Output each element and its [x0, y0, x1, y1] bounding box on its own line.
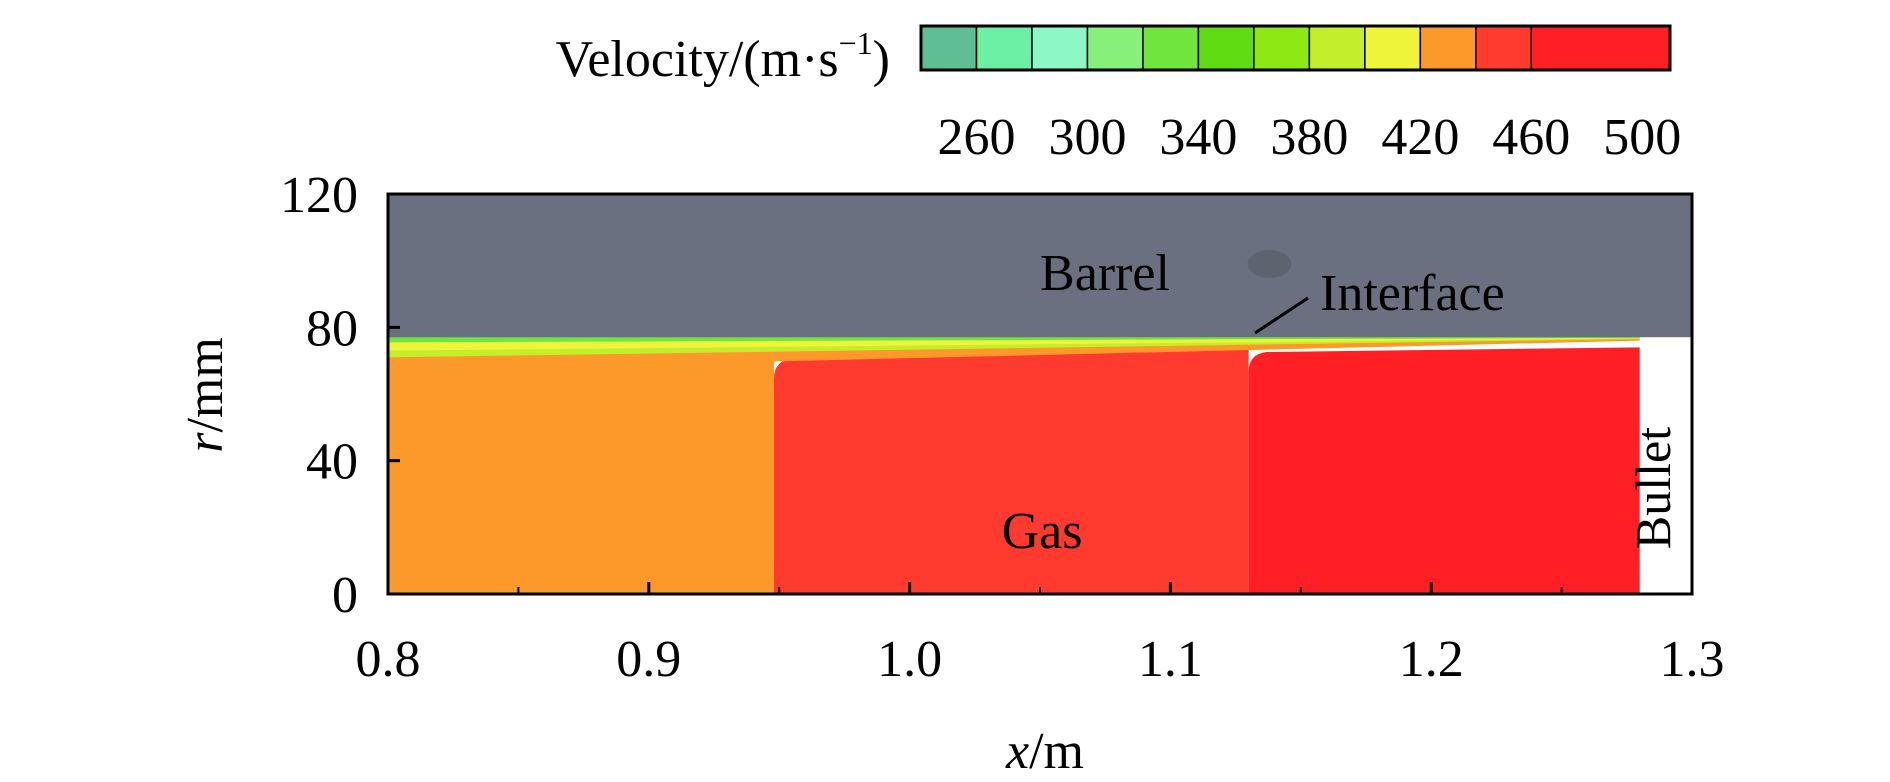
velocity-zone — [388, 337, 774, 594]
barrel-label: Barrel — [1040, 245, 1170, 302]
colorbar-bin — [1253, 25, 1311, 71]
x-tick-label: 0.8 — [356, 631, 421, 688]
velocity-zone — [1248, 347, 1640, 594]
y-tick-label: 80 — [306, 300, 358, 357]
colorbar-tick-label: 300 — [1048, 109, 1126, 166]
y-tick-label: 120 — [280, 167, 358, 224]
colorbar-title: Velocity/(m·s−1) — [556, 25, 890, 88]
colorbar-bin — [1475, 25, 1533, 71]
x-tick-label: 0.9 — [616, 631, 681, 688]
y-tick-label: 40 — [306, 434, 358, 491]
colorbar-tick-label: 420 — [1381, 109, 1459, 166]
x-axis-title: x/m — [1005, 723, 1084, 780]
y-axis-title: r/mm — [177, 337, 234, 453]
interface-marker — [1247, 250, 1292, 278]
x-tick-label: 1.2 — [1399, 631, 1464, 688]
bullet-label: Bullet — [1625, 427, 1681, 549]
gas-label: Gas — [1002, 503, 1083, 560]
y-axis: 0 40 80 120 — [280, 167, 400, 624]
colorbar-bin — [1086, 25, 1144, 71]
plot-area — [386, 192, 1694, 596]
colorbar-bin — [1197, 25, 1255, 71]
colorbar-bin — [975, 25, 1033, 71]
x-axis: 0.8 0.9 1.0 1.1 1.2 1.3 — [356, 582, 1725, 688]
colorbar-tick-label: 260 — [937, 109, 1015, 166]
colorbar-bin — [1419, 25, 1477, 71]
colorbar-bin — [920, 25, 978, 71]
colorbar-tick-label: 500 — [1603, 109, 1681, 166]
interface-leader-line — [1254, 296, 1309, 335]
colorbar-bin — [1142, 25, 1200, 71]
gas-region — [388, 337, 1640, 594]
colorbar-bin — [1031, 25, 1089, 71]
colorbar-tick-label: 460 — [1492, 109, 1570, 166]
boundary-layer-green — [388, 337, 1640, 343]
x-tick-label: 1.1 — [1138, 631, 1203, 688]
bullet-region — [1639, 337, 1692, 594]
barrel-region — [388, 194, 1692, 338]
colorbar-frame — [919, 24, 1672, 72]
colorbar: 260 300 340 380 420 460 500 — [919, 24, 1681, 166]
x-tick-label: 1.0 — [877, 631, 942, 688]
colorbar-bin — [1530, 25, 1671, 71]
interface-label: Interface — [1320, 265, 1505, 322]
colorbar-bin — [1364, 25, 1422, 71]
x-tick-label: 1.3 — [1660, 631, 1725, 688]
colorbar-tick-label: 340 — [1159, 109, 1237, 166]
velocity-zone — [773, 347, 1249, 594]
colorbar-bin — [1308, 25, 1366, 71]
colorbar-tick-label: 380 — [1270, 109, 1348, 166]
y-tick-label: 0 — [332, 567, 358, 624]
